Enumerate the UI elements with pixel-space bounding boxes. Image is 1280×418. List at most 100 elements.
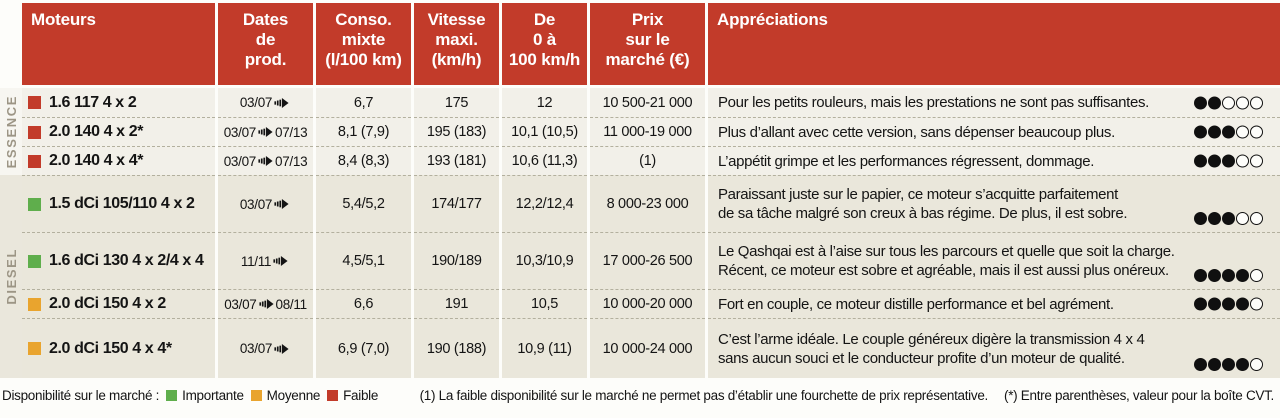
- orange-square-icon: [250, 390, 262, 401]
- acceleration-cell: 10,5: [502, 289, 587, 318]
- appreciation-text: Paraissant juste sur le papier, ce moteu…: [718, 186, 1128, 222]
- price-cell: (1): [590, 146, 705, 175]
- rating-dot-empty: [1250, 96, 1263, 109]
- engine-cell: 2.0 140 4 x 2*: [22, 117, 215, 146]
- rating-dots: [1194, 212, 1263, 225]
- rating-dot-filled: [1222, 212, 1235, 225]
- price-cell: 8 000-23 000: [590, 175, 705, 232]
- conso-cell: 6,9 (7,0): [316, 318, 411, 378]
- col-header-dates: Dates de prod.: [218, 3, 313, 85]
- dates-cell: 03/07: [218, 175, 313, 232]
- rating-dot-filled: [1208, 269, 1221, 282]
- rating-dot-empty: [1250, 125, 1263, 139]
- conso-cell: 6,7: [316, 88, 411, 117]
- rating-dots: [1194, 96, 1263, 109]
- price-cell: 10 000-24 000: [590, 318, 705, 378]
- vmax-cell: 175: [414, 88, 499, 117]
- table-row: 1.5 dCi 105/110 4 x 2 03/07 5,4/5,2 174/…: [22, 175, 1280, 232]
- engine-name: 2.0 140 4 x 4*: [49, 152, 144, 169]
- engine-cell: 2.0 140 4 x 4*: [22, 146, 215, 175]
- group-label-diesel: DIESEL: [3, 248, 19, 305]
- dates-cell: 11/11: [218, 232, 313, 289]
- table-row: 2.0 140 4 x 4* 03/07 07/13 8,4 (8,3) 193…: [22, 146, 1280, 175]
- table-row: 2.0 dCi 150 4 x 2 03/07 08/11 6,6 191 10…: [22, 289, 1280, 318]
- group-diesel: DIESEL 1.5 dCi 105/110 4 x 2 03/07 5,4/5…: [0, 175, 1280, 378]
- rating-dot-filled: [1194, 297, 1207, 311]
- dates-cell: 03/07: [218, 318, 313, 378]
- arrow-right-icon: [274, 97, 289, 108]
- rating-dot-filled: [1222, 154, 1235, 168]
- rating-dot-filled: [1194, 358, 1207, 371]
- availability-square: [28, 125, 41, 139]
- availability-square: [28, 154, 41, 168]
- appreciation-cell: Pour les petits rouleurs, mais les prest…: [708, 88, 1280, 117]
- table-row: 2.0 dCi 150 4 x 4* 03/07 6,9 (7,0) 190 (…: [22, 318, 1280, 378]
- appreciation-text: C’est l’arme idéale. Le couple généreux …: [718, 330, 1145, 367]
- rating-dots: [1194, 154, 1263, 168]
- rating-dot-filled: [1194, 96, 1207, 109]
- rating-dot-filled: [1222, 297, 1235, 311]
- engine-cell: 1.5 dCi 105/110 4 x 2: [22, 175, 215, 232]
- rating-dots: [1194, 297, 1263, 311]
- rating-dot-filled: [1222, 358, 1235, 371]
- table-header: Moteurs Dates de prod. Conso. mixte (l/1…: [0, 3, 1280, 85]
- availability-legend: Disponibilité sur le marché : Importante…: [2, 388, 378, 403]
- rating-dot-empty: [1250, 297, 1263, 311]
- acceleration-cell: 10,6 (11,3): [502, 146, 587, 175]
- engine-cell: 1.6 117 4 x 2: [22, 88, 215, 117]
- legend-title: Disponibilité sur le marché :: [2, 388, 160, 403]
- vmax-cell: 193 (181): [414, 146, 499, 175]
- appreciation-cell: Le Qashqai est à l’aise sur tous les par…: [708, 232, 1280, 289]
- acceleration-cell: 12,2/12,4: [502, 175, 587, 232]
- rating-dot-filled: [1194, 269, 1207, 282]
- appreciation-cell: Fort en couple, ce moteur distille perfo…: [708, 289, 1280, 318]
- col-header-acceleration: De 0 à 100 km/h: [502, 3, 587, 85]
- vmax-cell: 190 (188): [414, 318, 499, 378]
- acceleration-cell: 12: [502, 88, 587, 117]
- rating-dot-empty: [1236, 212, 1249, 225]
- price-cell: 10 500-21 000: [590, 88, 705, 117]
- col-header-conso: Conso. mixte (l/100 km): [316, 3, 411, 85]
- engine-name: 1.6 dCi 130 4 x 2/4 x 4: [49, 252, 204, 269]
- appreciation-text: Plus d’allant avec cette version, sans d…: [718, 123, 1115, 141]
- conso-cell: 6,6: [316, 289, 411, 318]
- conso-cell: 5,4/5,2: [316, 175, 411, 232]
- rating-dot-filled: [1194, 154, 1207, 168]
- engine-name: 2.0 140 4 x 2*: [49, 123, 144, 140]
- arrow-right-icon: [274, 343, 289, 354]
- availability-square: [28, 297, 41, 311]
- appreciation-cell: C’est l’arme idéale. Le couple généreux …: [708, 318, 1280, 378]
- price-cell: 11 000-19 000: [590, 117, 705, 146]
- engine-cell: 2.0 dCi 150 4 x 4*: [22, 318, 215, 378]
- legend-item-faible: Faible: [327, 388, 378, 403]
- appreciation-cell: L’appétit grimpe et les performances rég…: [708, 146, 1280, 175]
- rating-dot-empty: [1250, 358, 1263, 371]
- appreciation-text: Pour les petits rouleurs, mais les prest…: [718, 94, 1149, 111]
- conso-cell: 4,5/5,1: [316, 232, 411, 289]
- arrow-right-icon: [258, 127, 273, 137]
- header-corner: [0, 3, 22, 85]
- rating-dot-empty: [1236, 154, 1249, 168]
- rating-dot-empty: [1250, 269, 1263, 282]
- appreciation-text: Fort en couple, ce moteur distille perfo…: [718, 295, 1114, 313]
- engine-cell: 1.6 dCi 130 4 x 2/4 x 4: [22, 232, 215, 289]
- price-cell: 10 000-20 000: [590, 289, 705, 318]
- green-square-icon: [166, 390, 178, 401]
- availability-square: [28, 197, 41, 211]
- vmax-cell: 195 (183): [414, 117, 499, 146]
- price-cell: 17 000-26 500: [590, 232, 705, 289]
- availability-square: [28, 96, 41, 109]
- vmax-cell: 191: [414, 289, 499, 318]
- rating-dot-filled: [1194, 212, 1207, 225]
- rating-dot-empty: [1236, 125, 1249, 139]
- appreciation-cell: Paraissant juste sur le papier, ce moteu…: [708, 175, 1280, 232]
- group-essence: ESSENCE 1.6 117 4 x 2 03/07 6,7 175 12 1…: [0, 88, 1280, 175]
- table-row: 2.0 140 4 x 2* 03/07 07/13 8,1 (7,9) 195…: [22, 117, 1280, 146]
- appreciation-cell: Plus d’allant avec cette version, sans d…: [708, 117, 1280, 146]
- rating-dot-filled: [1208, 96, 1221, 109]
- rating-dot-empty: [1250, 212, 1263, 225]
- arrow-right-icon: [274, 199, 289, 209]
- col-header-prix: Prix sur le marché (€): [590, 3, 705, 85]
- engine-name: 2.0 dCi 150 4 x 2: [49, 295, 166, 312]
